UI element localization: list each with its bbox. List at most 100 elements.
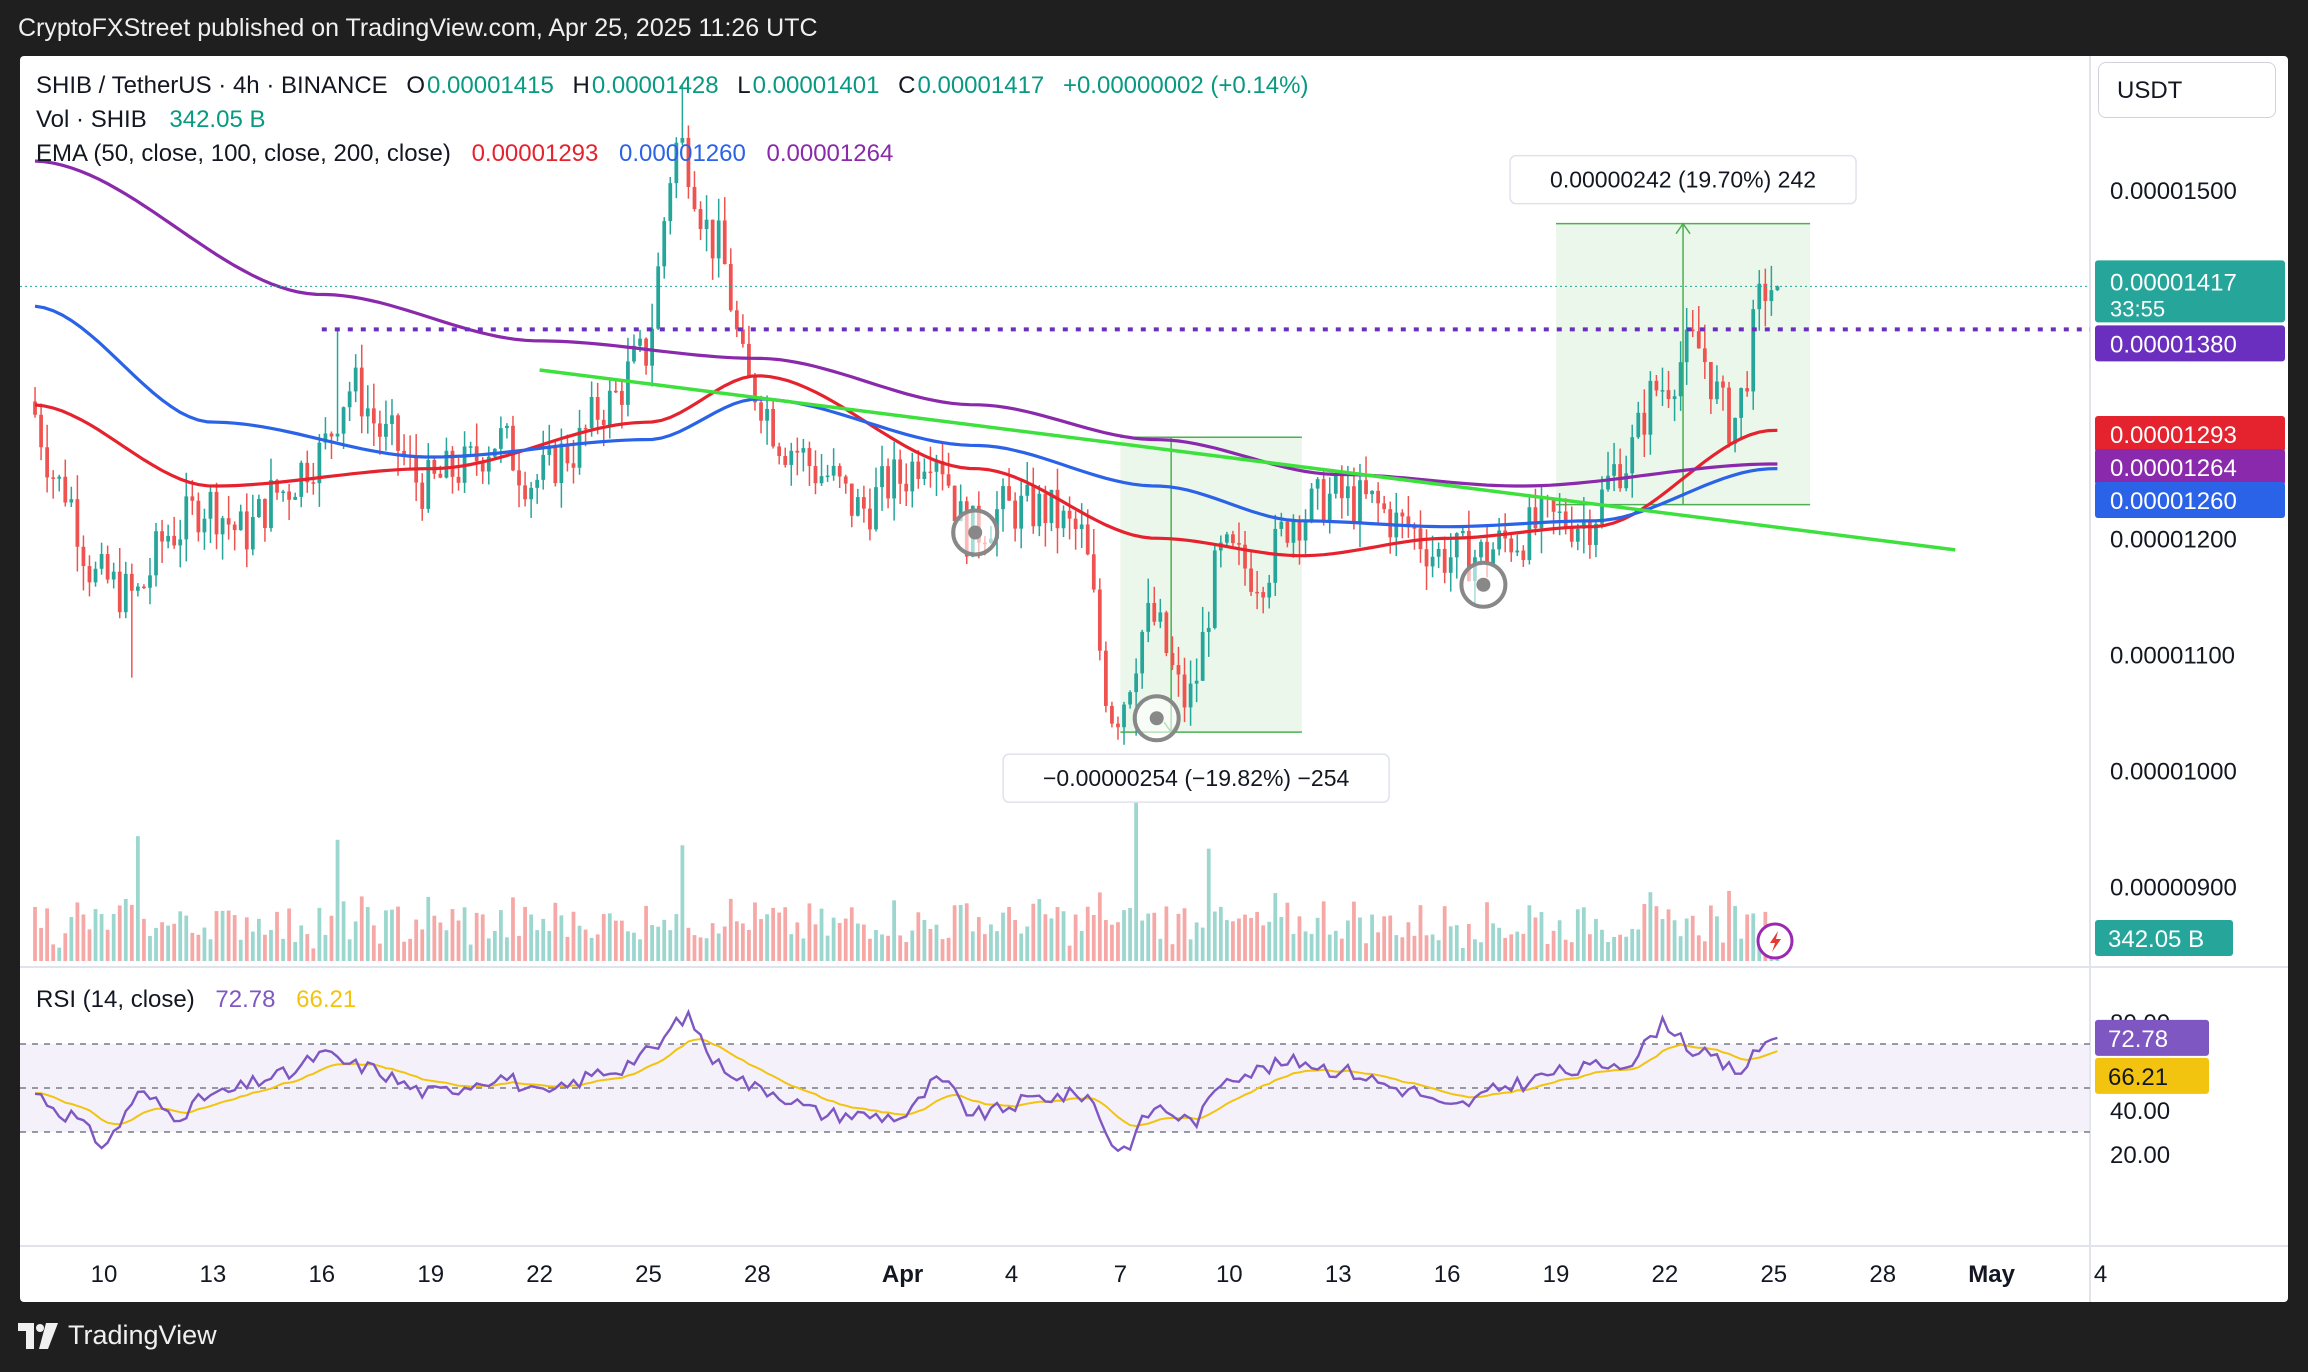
volume-bar [329, 915, 334, 961]
candle-body [1678, 362, 1683, 397]
volume-bar [1007, 906, 1011, 961]
candle-body [172, 535, 177, 546]
candle-body [1757, 283, 1762, 310]
volume-bar [341, 901, 346, 961]
volume-bar [1745, 914, 1750, 961]
candle-body [1255, 591, 1260, 594]
volume-bar [692, 935, 697, 961]
candles [33, 85, 1780, 745]
ema200-value: 0.00001264 [766, 140, 894, 167]
volume-bar [1709, 905, 1713, 961]
volume-bar [1503, 937, 1508, 961]
volume-bar [63, 933, 68, 961]
volume-bar [1594, 918, 1598, 961]
candle-body [1479, 541, 1483, 558]
time-tick-label: 7 [1114, 1261, 1127, 1288]
candle-body [450, 450, 455, 477]
candle-body [1733, 417, 1737, 444]
volume-bar [765, 914, 769, 961]
candle-body [577, 427, 582, 468]
volume-bar [1352, 901, 1356, 961]
volume-bar [1116, 922, 1120, 961]
change-value: +0.00000002 (+0.14%) [1062, 72, 1309, 99]
currency-selector[interactable]: USDT [2098, 62, 2276, 118]
volume-bar [1333, 930, 1338, 961]
marked-low-dot [1149, 711, 1164, 726]
time-tick-label: 13 [1325, 1261, 1352, 1288]
chart-panel[interactable]: 0.00000242 (19.70%) 242 −0.00000254 (−19.… [20, 56, 2288, 1302]
candle-body [142, 586, 146, 589]
candle-body [765, 408, 769, 421]
volume-bar [686, 927, 691, 961]
volume-bar [789, 934, 794, 961]
volume-bar [456, 920, 461, 961]
volume-bar [1751, 913, 1756, 961]
volume-bar [238, 939, 243, 961]
tradingview-brand[interactable]: TradingView [18, 1320, 217, 1351]
volume-bar [922, 919, 927, 961]
volume-bar [480, 914, 485, 961]
candle-body [1533, 507, 1538, 529]
candle-body [874, 487, 878, 530]
volume-bar [831, 917, 836, 961]
candle-body [638, 338, 642, 346]
candle-body [922, 471, 927, 480]
volume-bar [613, 920, 618, 961]
candle-body [371, 408, 376, 424]
volume-bar [408, 938, 413, 961]
candle-body [1043, 493, 1048, 524]
volume-bar [886, 935, 890, 961]
candle-body [795, 450, 800, 453]
candle-body [1454, 533, 1459, 558]
candle-body [51, 477, 56, 479]
volume-bar [1291, 933, 1296, 961]
volume-bar [1134, 771, 1139, 961]
candle-body [129, 573, 134, 591]
volume-bar [620, 920, 624, 961]
chart-canvas[interactable]: 0.00000242 (19.70%) 242 −0.00000254 (−19.… [20, 56, 2288, 1302]
volume-bar [511, 897, 515, 961]
volume-bar [499, 910, 503, 961]
candle-body [1079, 524, 1084, 529]
candle-body [93, 568, 98, 583]
volume-bar [1460, 947, 1465, 961]
volume-bar [601, 914, 606, 961]
volume-bar [1733, 905, 1737, 961]
candle-body [1721, 381, 1725, 388]
volume-bar [734, 921, 739, 961]
volume-bar [1031, 903, 1036, 961]
volume-bar [432, 915, 437, 961]
candle-body [595, 397, 600, 420]
volume-bar [1684, 918, 1689, 961]
candle-body [1666, 390, 1671, 400]
volume-bar [335, 839, 340, 961]
volume-bar [1515, 931, 1520, 961]
candle-body [934, 461, 939, 472]
volume-bar [353, 921, 358, 961]
volume-bar [722, 926, 727, 961]
volume-bar [438, 922, 443, 961]
volume-bar [250, 931, 255, 961]
volume-bar [492, 930, 497, 961]
candle-body [1146, 602, 1151, 632]
candle-body [1745, 388, 1750, 392]
candle-body [184, 496, 189, 540]
volume-legend: Vol · SHIB 342.05 B [36, 106, 267, 134]
volume-bar [989, 924, 993, 961]
candle-body [1237, 543, 1241, 545]
candle-body [63, 476, 68, 503]
volume-bar [505, 937, 509, 961]
close-label: C [898, 72, 916, 99]
candle-body [1702, 348, 1707, 363]
volume-bar [1654, 906, 1659, 961]
candle-body [1400, 512, 1405, 517]
candle-body [1273, 528, 1278, 583]
candle-body [1557, 511, 1562, 513]
candle-body [868, 508, 872, 530]
candle-body [1370, 490, 1374, 495]
measure-down-label-bg [1002, 753, 1390, 803]
candle-body [1013, 500, 1018, 529]
volume-bar [474, 912, 479, 961]
candle-body [396, 415, 400, 451]
volume-bar [1702, 941, 1707, 961]
